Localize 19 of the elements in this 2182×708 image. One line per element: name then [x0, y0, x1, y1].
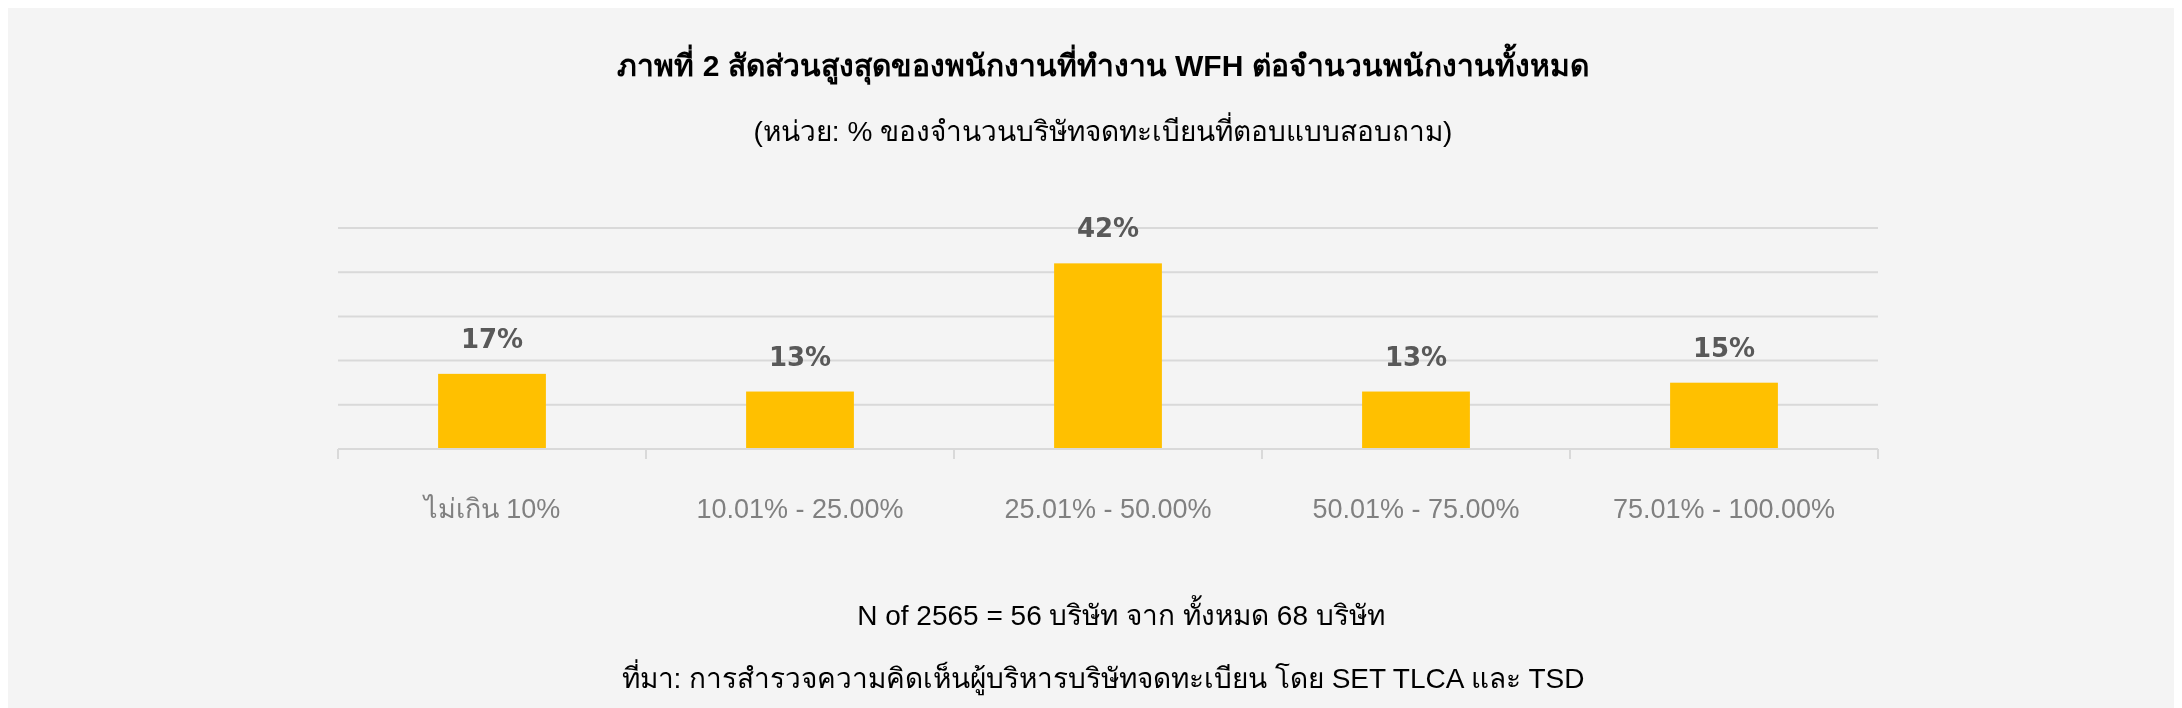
data-label: 17%: [460, 323, 524, 354]
data-label: 42%: [1076, 213, 1140, 244]
bar: [746, 391, 854, 449]
chart-title: ภาพที่ 2 สัดส่วนสูงสุดของพนักงานที่ทำงาน WFH ต่อจำนวนพนักงานทั้งหมด: [617, 43, 1589, 85]
text: N of 2565 = 56 บริษัท จาก ทั้งหมด 68 บริษัท: [857, 595, 1385, 631]
chart-subtitle: (หน่วย: % ของจำนวนบริษัทจดทะเบียนที่ตอบแบบสอบถาม): [753, 112, 1453, 147]
bar: [1362, 391, 1470, 449]
bar: [1054, 263, 1162, 449]
x-tick-label: ไม่เกิน 10%: [421, 494, 561, 524]
x-tick-label: 75.01% - 100.00%: [1612, 494, 1836, 524]
bar: [438, 373, 546, 449]
data-label: 15%: [1692, 332, 1756, 363]
data-label: 13%: [768, 341, 832, 372]
x-tick-label: 25.01% - 50.00%: [1004, 494, 1212, 524]
text: ที่มา: การสำรวจความคิดเห็นผู้บริหารบริษัทจดทะเบียน โดย SET TLCA และ TSD: [621, 659, 1585, 696]
x-tick-label: 50.01% - 75.00%: [1312, 494, 1520, 524]
data-label: 13%: [1384, 341, 1448, 372]
bar: [1670, 382, 1778, 449]
x-tick-label: 10.01% - 25.00%: [696, 494, 904, 524]
